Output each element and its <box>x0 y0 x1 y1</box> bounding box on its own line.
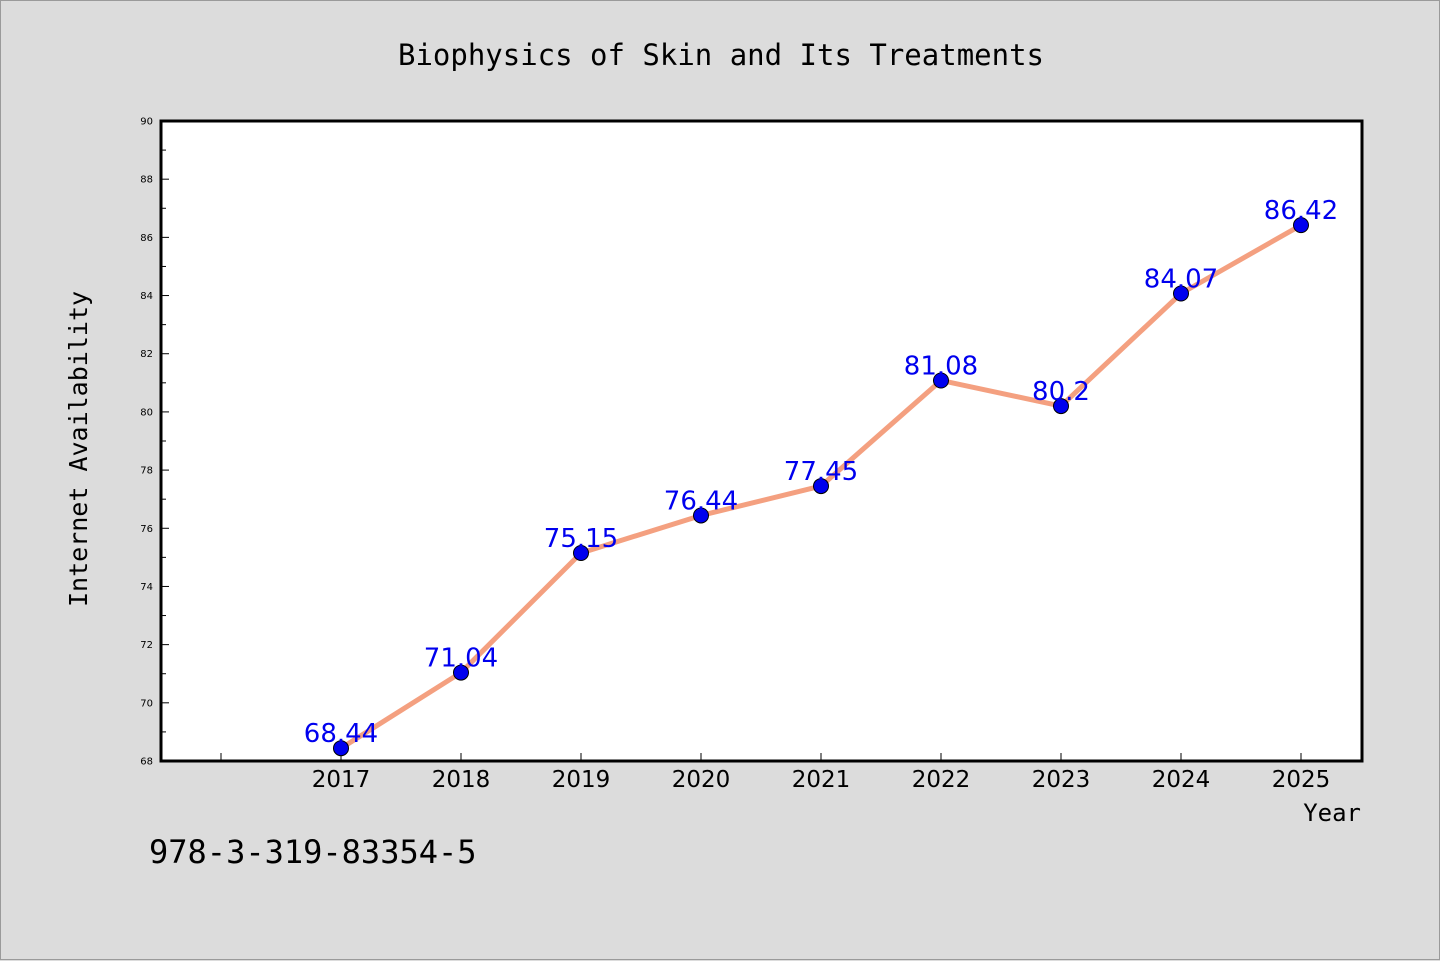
y-tick-label: 78 <box>140 466 153 477</box>
y-tick-label: 84 <box>140 291 153 302</box>
data-point <box>933 372 949 389</box>
y-tick-label: 70 <box>140 698 153 709</box>
x-tick-label: 2018 <box>432 767 491 793</box>
series-layer: 68.44 71.04 75.15 76.44 77.45 81.08 80.2 84.07 8… <box>304 196 1338 757</box>
y-tick-label: 68 <box>140 757 153 768</box>
y-tick-label: 80 <box>140 407 153 418</box>
data-point <box>333 740 349 757</box>
y-axis-label: Internet Availability <box>64 291 93 607</box>
x-tick-label: 2019 <box>552 767 611 793</box>
y-tick-label: 90 <box>140 117 153 128</box>
y-tick-label: 82 <box>140 349 153 360</box>
data-point <box>693 507 709 524</box>
y-axis-ticks: 68 70 72 74 76 78 80 82 84 86 88 90 <box>140 117 169 768</box>
data-point <box>1293 217 1309 234</box>
chart-title: Biophysics of Skin and Its Treatments <box>398 38 1044 72</box>
data-point <box>453 664 469 681</box>
data-label: 81.08 <box>904 351 978 381</box>
data-label: 84.07 <box>1144 265 1218 295</box>
y-tick-label: 88 <box>140 175 153 186</box>
x-tick-label: 2024 <box>1152 767 1211 793</box>
x-tick-label: 2020 <box>672 767 731 793</box>
data-point <box>573 545 589 561</box>
data-label: 86.42 <box>1264 196 1338 226</box>
data-label: 71.04 <box>424 644 498 674</box>
x-tick-label: 2017 <box>312 767 371 793</box>
y-tick-label: 76 <box>140 524 153 535</box>
isbn-code: 978-3-319-83354-5 <box>149 833 477 871</box>
y-tick-label: 72 <box>140 640 153 651</box>
data-point <box>1173 285 1189 302</box>
x-tick-label: 2023 <box>1032 767 1091 793</box>
data-label: 76.44 <box>664 486 738 516</box>
x-tick-label: 2025 <box>1272 767 1331 793</box>
data-label: 80.2 <box>1032 377 1090 407</box>
y-tick-label: 86 <box>140 233 153 244</box>
data-point <box>1053 398 1069 415</box>
plot-area <box>159 119 1364 763</box>
data-label: 68.44 <box>304 719 378 749</box>
data-label: 77.45 <box>784 457 858 487</box>
x-tick-label: 2021 <box>792 767 851 793</box>
x-tick-label: 2022 <box>912 767 971 793</box>
data-point <box>813 478 829 495</box>
x-axis-ticks: 2017 2018 2019 2020 2021 2022 2023 2024 2025 <box>220 753 1331 793</box>
y-tick-label: 74 <box>140 582 153 593</box>
x-axis-label: Year <box>1303 799 1361 827</box>
data-label: 75.15 <box>544 524 618 554</box>
